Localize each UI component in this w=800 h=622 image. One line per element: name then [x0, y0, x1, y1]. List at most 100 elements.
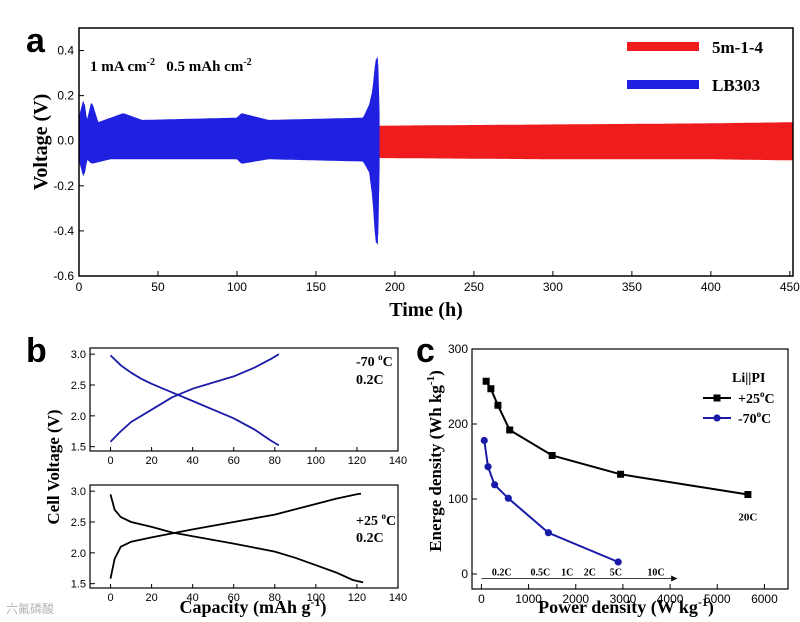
panel-c-x-tick-label: 1000 [515, 592, 542, 606]
panel-b-top-series [109, 353, 280, 447]
panel-b-x-tick-label: 100 [307, 455, 325, 467]
panel-b-bottom-x-ticks: 0 20 40 60 80 100 120 140 [107, 584, 407, 604]
panel-b-top-x-ticks: 0 20 40 60 80 100 120 140 [107, 447, 407, 467]
panel-a-x-tick-label: 150 [306, 280, 326, 294]
panel-b-y-tick-label: 2.5 [71, 380, 86, 392]
panel-b-y-tick-label: 1.5 [71, 579, 86, 591]
panel-a-y-tick-label: 0.0 [57, 134, 74, 148]
data-point [617, 470, 625, 478]
panel-a-y-tick-label: 0.4 [57, 44, 74, 58]
legend-marker-minus70 [713, 414, 721, 422]
panel-c-label: c [416, 332, 435, 370]
panel-b-bottom-series [109, 492, 364, 584]
data-point [506, 426, 514, 434]
panel-c-x-ticks: 0 1000 2000 3000 4000 5000 6000 [478, 584, 778, 606]
panel-b-x-tick-label: 100 [307, 592, 325, 604]
panel-b-x-tick-label: 60 [228, 455, 240, 467]
panel-a-x-tick-label: 350 [622, 280, 642, 294]
legend-label-lb303: LB303 [712, 76, 760, 95]
panel-a-label: a [26, 22, 46, 60]
panel-a: a Voltage (V) Time (h) -0.6 -0.4 -0.2 0.0 0.… [26, 22, 800, 321]
panel-b-x-tick-label: 80 [269, 592, 281, 604]
panel-b-top-temperature: -70 oC [356, 352, 393, 370]
panel-b-label: b [26, 332, 47, 370]
rate-label: 0.5C [531, 568, 551, 579]
data-point [480, 436, 488, 445]
panel-c-x-tick-label: 0 [478, 592, 485, 606]
data-point [491, 481, 499, 489]
panel-a-x-tick-label: 300 [543, 280, 563, 294]
rate-label: 5C [610, 568, 622, 579]
data-point [482, 377, 490, 385]
panel-a-ylabel: Voltage (V) [30, 94, 52, 190]
panel-b-y-tick-label: 1.5 [71, 442, 86, 454]
panel-a-x-tick-label: 400 [701, 280, 721, 294]
panel-a-y-tick-label: -0.4 [53, 224, 74, 238]
panel-b-x-tick-label: 40 [187, 455, 199, 467]
panel-a-y-ticks: -0.6 -0.4 -0.2 0.0 0.2 0.4 [53, 44, 84, 283]
panel-b-top-rate: 0.2C [356, 373, 384, 388]
panel-b-x-tick-label: 120 [348, 592, 366, 604]
data-point [744, 491, 752, 498]
panel-b-y-tick-label: 2.0 [71, 411, 86, 423]
legend-label-minus70: -70oC [738, 409, 771, 427]
panel-c-legend: Li||PI +25oC -70oC [703, 371, 775, 427]
panel-c-y-ticks: 0 100 200 300 [448, 342, 477, 581]
panel-a-x-tick-label: 0 [76, 280, 83, 294]
panel-b-xlabel: Capacity (mAh g-1) [180, 595, 327, 618]
panel-b-bottom-frame [89, 484, 399, 589]
panel-b: b Cell Voltage (V) Capacity (mAh g-1) 1.… [26, 332, 407, 618]
panel-c: c Energe density (Wh kg-1) Power density… [416, 332, 789, 618]
data-point [504, 494, 512, 502]
panel-a-x-tick-label: 250 [464, 280, 484, 294]
panel-c-x-tick-label: 2000 [562, 592, 589, 606]
panel-a-x-tick-label: 50 [151, 280, 165, 294]
series-minus70 [480, 436, 622, 566]
rate-arrow-head [671, 575, 678, 582]
panel-a-legend: 5m-1-4 LB303 [627, 38, 763, 95]
panel-c-x-tick-label: 6000 [751, 592, 778, 606]
panel-b-x-tick-label: 140 [389, 592, 407, 604]
panel-b-ylabel: Cell Voltage (V) [44, 409, 63, 524]
rate-label: 2C [584, 568, 596, 579]
panel-a-x-tick-label: 100 [227, 280, 247, 294]
panel-a-xlabel: Time (h) [389, 299, 463, 321]
legend-label-5m-1-4: 5m-1-4 [712, 38, 763, 57]
panel-b-bottom-temperature: +25 oC [356, 511, 396, 529]
panel-b-x-tick-label: 20 [145, 455, 157, 467]
curve-charge-70c [109, 353, 280, 443]
data-point [548, 452, 556, 459]
panel-a-y-tick-label: 0.2 [57, 89, 74, 103]
data-point [544, 529, 553, 537]
panel-a-x-tick-label: 450 [780, 280, 800, 294]
legend-title-li-pi: Li||PI [732, 371, 765, 386]
panel-a-y-tick-label: -0.6 [53, 269, 74, 283]
panel-a-x-ticks: 0 50 100 150 200 250 300 350 400 450 [76, 271, 800, 294]
panel-b-x-tick-label: 120 [348, 455, 366, 467]
panel-a-condition-annotation: 1 mA cm-2 0.5 mAh cm-2 [90, 57, 252, 75]
panel-a-y-tick-label: -0.2 [53, 179, 74, 193]
legend-marker-plus25 [713, 394, 721, 402]
series-line [483, 440, 619, 563]
panel-c-x-tick-label: 5000 [704, 592, 731, 606]
panel-b-x-tick-label: 80 [269, 455, 281, 467]
panel-b-top-frame [89, 347, 399, 452]
panel-b-x-tick-label: 40 [187, 592, 199, 604]
legend-swatch-lb303 [627, 80, 699, 89]
panel-c-x-tick-label: 3000 [610, 592, 637, 606]
panel-c-y-tick-label: 0 [461, 567, 468, 581]
panel-b-y-tick-label: 3.0 [71, 486, 86, 498]
panel-a-frame [78, 27, 794, 277]
panel-b-x-tick-label: 20 [145, 592, 157, 604]
panel-c-series [480, 377, 752, 566]
rate-label: 10C [647, 568, 664, 579]
data-point [494, 401, 502, 409]
panel-c-ylabel: Energe density (Wh kg-1) [425, 370, 445, 552]
data-point [484, 463, 492, 471]
panel-c-rate-labels: 0.2C 0.5C 1C 2C 5C 10C [481, 568, 678, 582]
panel-c-y-tick-label: 100 [448, 492, 468, 506]
rate-label: 1C [561, 568, 573, 579]
panel-b-x-tick-label: 140 [389, 455, 407, 467]
curve-discharge-70c [109, 354, 280, 447]
panel-b-x-tick-label: 0 [107, 455, 113, 467]
